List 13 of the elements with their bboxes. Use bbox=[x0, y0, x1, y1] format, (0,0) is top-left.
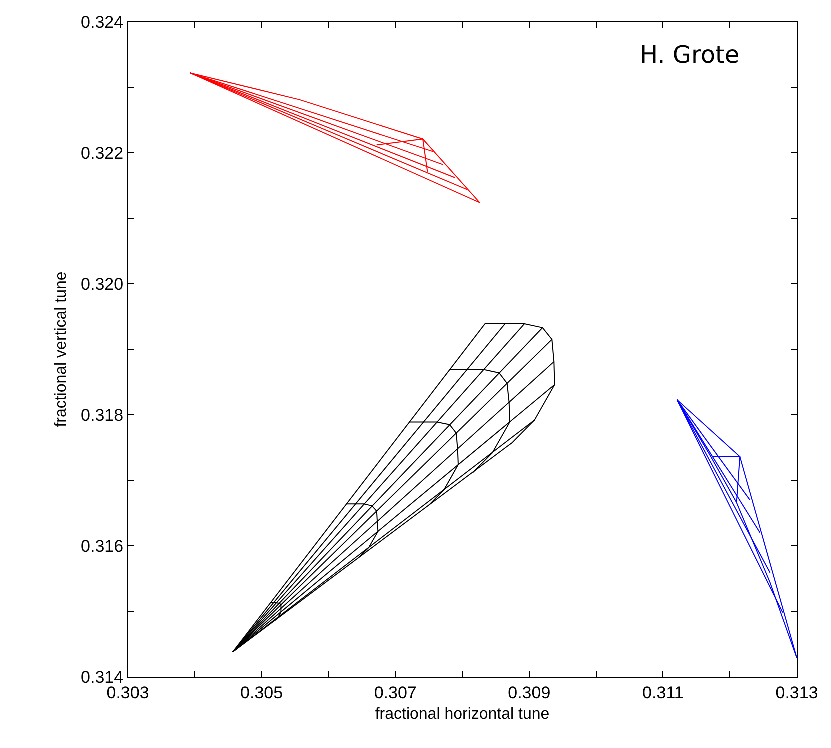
x-tick-label: 0.313 bbox=[776, 683, 818, 702]
x-axis-title: fractional horizontal tune bbox=[375, 706, 550, 724]
y-tick-label: 0.318 bbox=[81, 406, 124, 425]
y-tick-label: 0.322 bbox=[81, 144, 124, 163]
x-tick-label: 0.309 bbox=[508, 683, 551, 702]
y-tick-label: 0.316 bbox=[81, 536, 124, 556]
y-axis-title: fractional vertical tune bbox=[52, 272, 70, 428]
y-tick-label: 0.324 bbox=[81, 12, 124, 32]
x-tick-label: 0.307 bbox=[374, 683, 417, 702]
y-tick-label: 0.320 bbox=[81, 274, 124, 294]
x-tick-label: 0.311 bbox=[642, 683, 684, 702]
annotation: H. Grote bbox=[640, 41, 740, 69]
x-tick-label: 0.305 bbox=[240, 683, 284, 702]
